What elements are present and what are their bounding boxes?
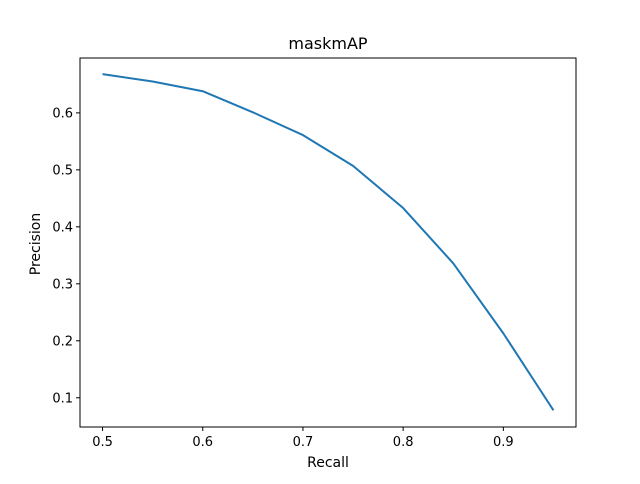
y-tick-label: 0.5	[52, 163, 73, 178]
chart-title: maskmAP	[288, 34, 368, 53]
axes-frame	[79, 57, 577, 428]
x-axis-label: Recall	[307, 455, 349, 471]
y-tick-label: 0.3	[52, 277, 73, 292]
x-tick-label: 0.6	[192, 435, 213, 450]
plot-area: 0.5 0.6 0.7 0.8 0.9 0.1 0.2 0.3 0.4 0.5 0.6	[52, 57, 577, 450]
series-line-0	[102, 73, 555, 411]
y-tick-label: 0.4	[52, 220, 73, 235]
y-tick-label: 0.1	[52, 391, 73, 406]
y-tick-label: 0.6	[52, 106, 73, 121]
y-tick-label: 0.2	[52, 334, 73, 349]
x-tick-label: 0.8	[393, 435, 414, 450]
y-axis-label: Precision	[28, 213, 44, 275]
x-tick-label: 0.7	[293, 435, 314, 450]
x-tick-label: 0.5	[92, 435, 113, 450]
x-tick-label: 0.9	[493, 435, 514, 450]
